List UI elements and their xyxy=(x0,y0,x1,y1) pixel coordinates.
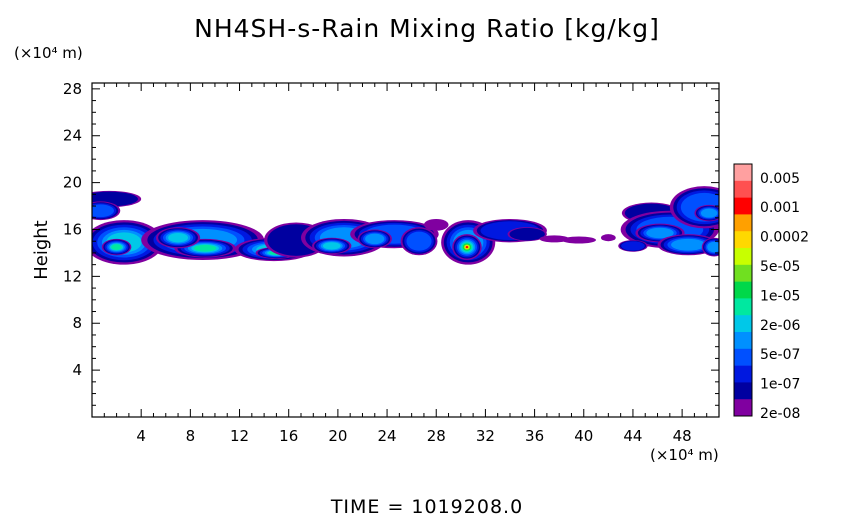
colorbar-label: 0.005 xyxy=(760,171,800,187)
colorbar-segment xyxy=(734,348,752,366)
y-tick-label: 16 xyxy=(63,220,82,238)
colorbar: 0.005 0.001 0.0002 5e-05 1e-05 2e-06 5e-07 1e-0… xyxy=(733,163,809,422)
y-tick-label: 20 xyxy=(63,174,82,192)
chart-title: NH4SH-s-Rain Mixing Ratio [kg/kg] xyxy=(194,14,660,43)
x-tick-label: 28 xyxy=(427,427,446,445)
colorbar-segment xyxy=(734,264,752,282)
y-tick-label: 4 xyxy=(72,361,82,379)
heatmap-cell xyxy=(406,231,432,251)
x-tick-label: 40 xyxy=(574,427,593,445)
colorbar-segment xyxy=(734,281,752,299)
x-tick-label: 36 xyxy=(525,427,544,445)
x-tick-label: 12 xyxy=(230,427,249,445)
colorbar-label: 2e-06 xyxy=(760,318,800,334)
heatmap-cell xyxy=(539,235,570,243)
heatmap-cell xyxy=(561,236,597,244)
colorbar-segment xyxy=(734,382,752,400)
x-tick-label: 24 xyxy=(378,427,397,445)
colorbar-segment xyxy=(734,365,752,383)
x-tick-label: 32 xyxy=(476,427,495,445)
heatmap-cell xyxy=(646,227,674,239)
heatmap-cell xyxy=(168,232,189,243)
colorbar-label: 5e-07 xyxy=(760,347,800,363)
colorbar-segment xyxy=(734,248,752,266)
colorbar-segment xyxy=(734,399,752,417)
heatmap-cell xyxy=(621,241,645,251)
heatmap-cell xyxy=(465,246,469,249)
x-tick-label: 16 xyxy=(279,427,298,445)
y-tick-label: 24 xyxy=(63,127,82,145)
colorbar-label: 0.001 xyxy=(760,200,800,216)
colorbar-label: 0.0002 xyxy=(760,230,809,246)
heatmap-cell xyxy=(707,241,719,253)
colorbar-segment xyxy=(734,332,752,350)
heatmap-cell xyxy=(600,234,616,242)
x-tick-label: 48 xyxy=(673,427,692,445)
heatmap-cell xyxy=(322,242,341,250)
colorbar-frame xyxy=(733,163,753,417)
x-tick-label: 8 xyxy=(186,427,196,445)
heatmap-cell xyxy=(92,204,114,218)
x-tick-label: 20 xyxy=(328,427,347,445)
colorbar-label: 1e-07 xyxy=(760,377,800,393)
colorbar-segment xyxy=(734,315,752,333)
colorbar-segment xyxy=(734,164,752,182)
heatmap-cell xyxy=(194,244,217,252)
colorbar-segment xyxy=(734,298,752,316)
colorbar-label: 1e-05 xyxy=(760,288,800,304)
heatmap-cell xyxy=(509,227,545,241)
colorbar-segment xyxy=(734,197,752,215)
heatmap-field xyxy=(92,186,719,265)
colorbar-segment xyxy=(734,180,752,198)
colorbar-segment xyxy=(734,231,752,249)
plot-frame xyxy=(91,82,720,418)
heatmap-cell xyxy=(365,233,385,245)
y-axis-label: Height xyxy=(31,220,52,280)
colorbar-segment xyxy=(734,214,752,232)
y-axis-unit: (×10⁴ m) xyxy=(14,44,83,62)
y-tick-label: 8 xyxy=(72,314,82,332)
x-axis-unit: (×10⁴ m) xyxy=(650,446,719,464)
x-tick-label: 44 xyxy=(623,427,642,445)
x-tick-label: 4 xyxy=(136,427,146,445)
y-tick-label: 28 xyxy=(63,80,82,98)
heatmap-cell xyxy=(423,218,449,231)
time-label: TIME = 1019208.0 xyxy=(330,496,524,518)
heatmap-cell xyxy=(111,244,122,251)
heatmap-cell xyxy=(700,208,718,218)
colorbar-label: 5e-05 xyxy=(760,259,800,275)
heatmap-cell xyxy=(671,238,706,251)
y-tick-label: 12 xyxy=(63,267,82,285)
colorbar-label: 2e-08 xyxy=(760,406,800,422)
y-axis: 4 8 12 16 20 24 28 xyxy=(63,80,719,406)
x-axis: 4 8 12 16 20 24 28 32 36 40 44 48 xyxy=(103,83,708,445)
